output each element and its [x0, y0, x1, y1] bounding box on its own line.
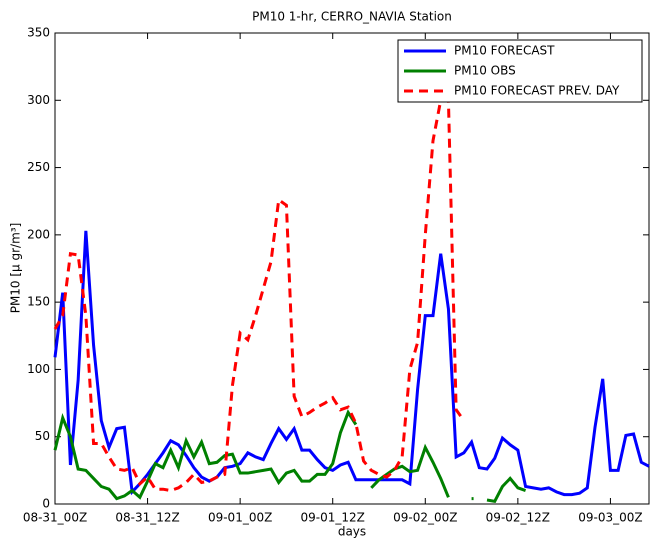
x-axis-label: days [338, 525, 366, 539]
x-tick-label: 09-02_12Z [486, 511, 550, 525]
y-tick-label: 350 [27, 26, 50, 40]
y-tick-label: 100 [27, 362, 50, 376]
legend-label: PM10 FORECAST [454, 44, 555, 58]
y-tick-label: 200 [27, 227, 50, 241]
x-tick-label: 09-01_12Z [301, 511, 365, 525]
y-tick-label: 150 [27, 295, 50, 309]
x-tick-label: 08-31_00Z [23, 511, 87, 525]
x-tick-label: 08-31_12Z [115, 511, 179, 525]
y-tick-label: 50 [35, 429, 50, 443]
legend-label: PM10 FORECAST PREV. DAY [454, 84, 620, 98]
series-line [53, 98, 466, 493]
chart-title: PM10 1-hr, CERRO_NAVIA Station [252, 10, 452, 24]
y-tick-label: 250 [27, 160, 50, 174]
y-tick-label: 0 [42, 497, 50, 511]
series-line [53, 409, 527, 503]
x-tick-label: 09-03_00Z [578, 511, 642, 525]
x-tick-label: 09-02_00Z [393, 511, 457, 525]
y-tick-label: 300 [27, 93, 50, 107]
plot-area [54, 32, 650, 505]
y-axis-label: PM10 [µ gr/m³] [9, 223, 23, 314]
x-tick-label: 09-01_00Z [208, 511, 272, 525]
legend-label: PM10 OBS [454, 64, 516, 78]
